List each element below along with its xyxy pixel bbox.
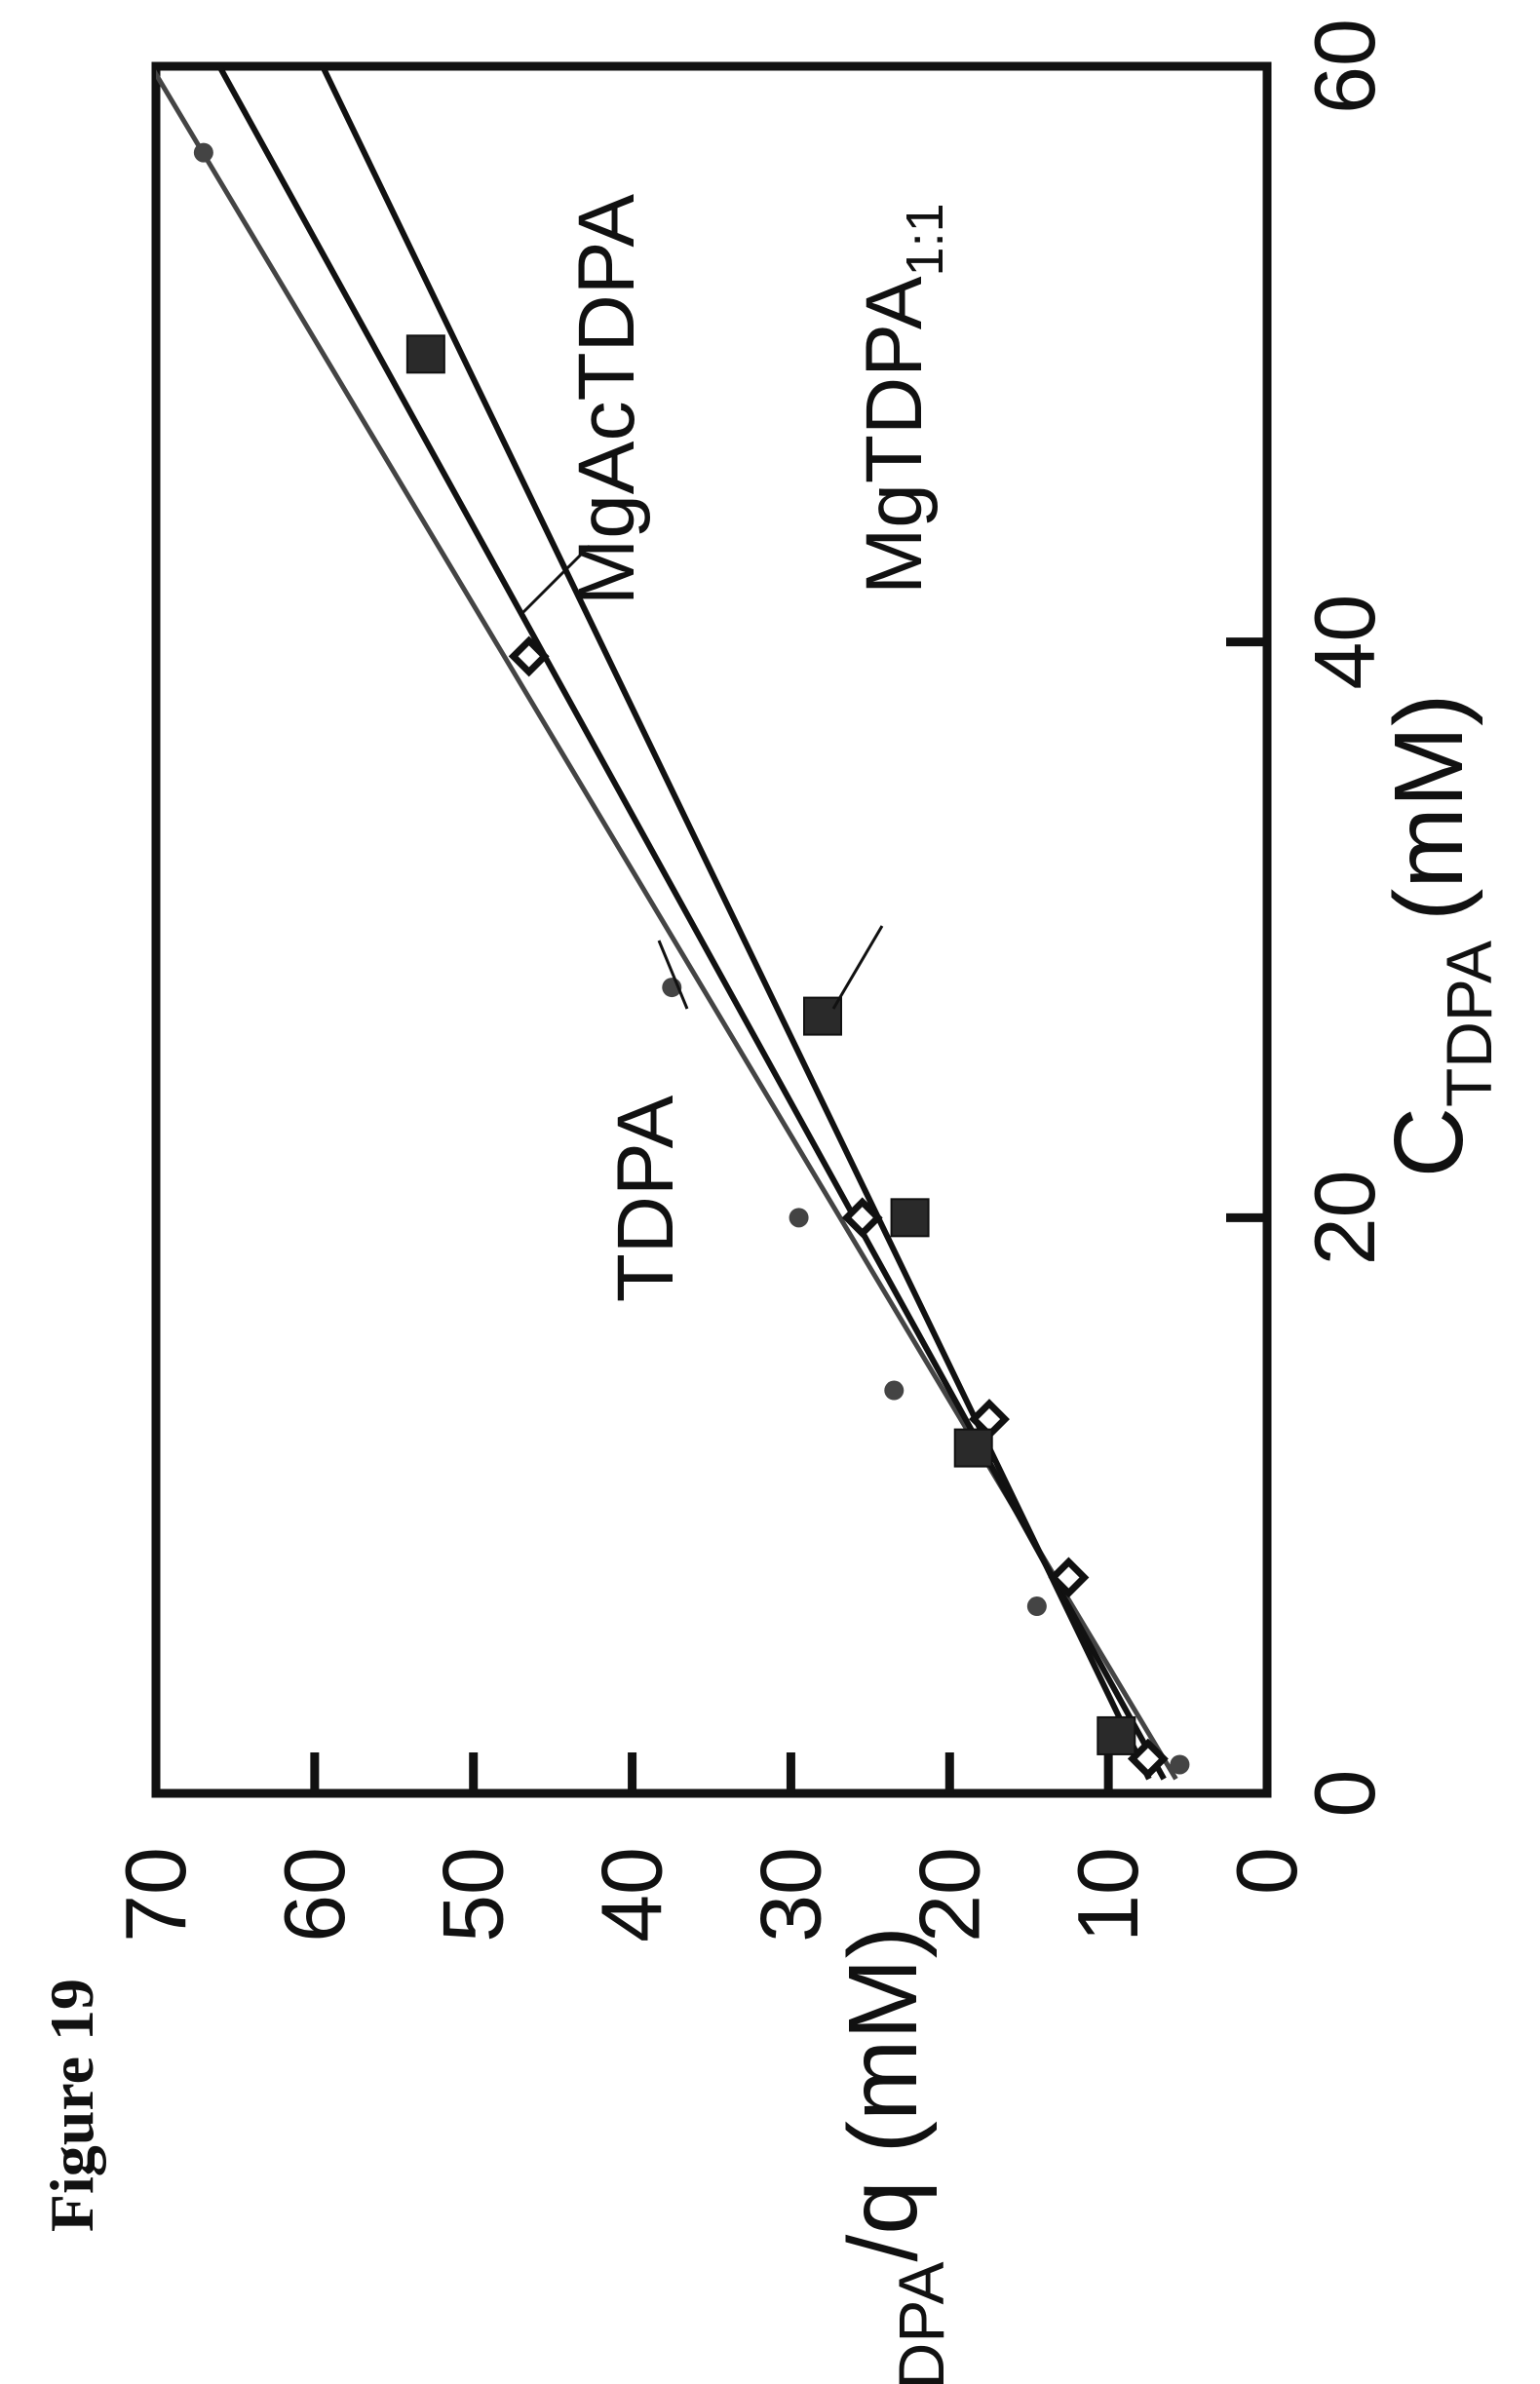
y-tick-label: 50 [425,1847,521,1942]
x-axis-title-sub: TDPA [1433,941,1505,1107]
fit-line-mgtdpa [295,9,1149,1779]
x-tick-label: 0 [1296,1770,1393,1818]
point-mgtdpa [1097,1717,1135,1754]
point-tdpa [884,1381,904,1401]
y-tick-label: 60 [266,1847,363,1942]
y-tick-label: 70 [107,1847,204,1942]
x-axis-title-unit: (mM) [1374,694,1483,921]
point-mgtdpa [407,335,444,372]
series-label-tdpa: TDPA [601,1095,690,1302]
plot-area: 0 10 20 30 40 50 60 70 0 20 40 60 [107,9,1393,1942]
point-mgtdpa [892,1199,929,1236]
x-tick-label: 20 [1296,1170,1393,1265]
point-tdpa [789,1208,809,1227]
point-tdpa [1170,1754,1189,1774]
y-tick-label: 40 [584,1847,680,1942]
y-tick-label: 30 [742,1847,838,1942]
point-tdpa [194,143,213,163]
series-label-mgactdpa: MgAcTDPA [562,194,651,606]
y-axis-title-rest: /q (mM) [828,1926,938,2261]
x-tick-label: 60 [1296,19,1393,114]
plot-frame [156,66,1267,1793]
point-tdpa [1027,1596,1047,1616]
y-tick-label: 10 [1059,1847,1156,1942]
point-mgtdpa [955,1430,992,1467]
x-tick-label: 40 [1296,595,1393,690]
series-label-mgtdpa-main: MgTDPA [850,276,939,595]
x-axis-title-main: C [1374,1107,1483,1177]
x-axis-title: CTDPA (mM) [1374,694,1505,1178]
leader-line-mgtdpa [833,926,882,1009]
y-tick-label: 20 [901,1847,997,1942]
y-tick-label: 0 [1218,1847,1315,1895]
fit-line-mgactdpa [188,9,1165,1779]
y-axis-title: CTDPA/q (mM) [828,1926,957,2384]
series-label-mgtdpa-sub: 1:1 [896,203,954,276]
figure-label: Figure 19 [37,1979,106,2232]
series-label-mgtdpa: MgTDPA1:1 [850,203,954,595]
y-axis-title-sub: TDPA [885,2262,957,2384]
